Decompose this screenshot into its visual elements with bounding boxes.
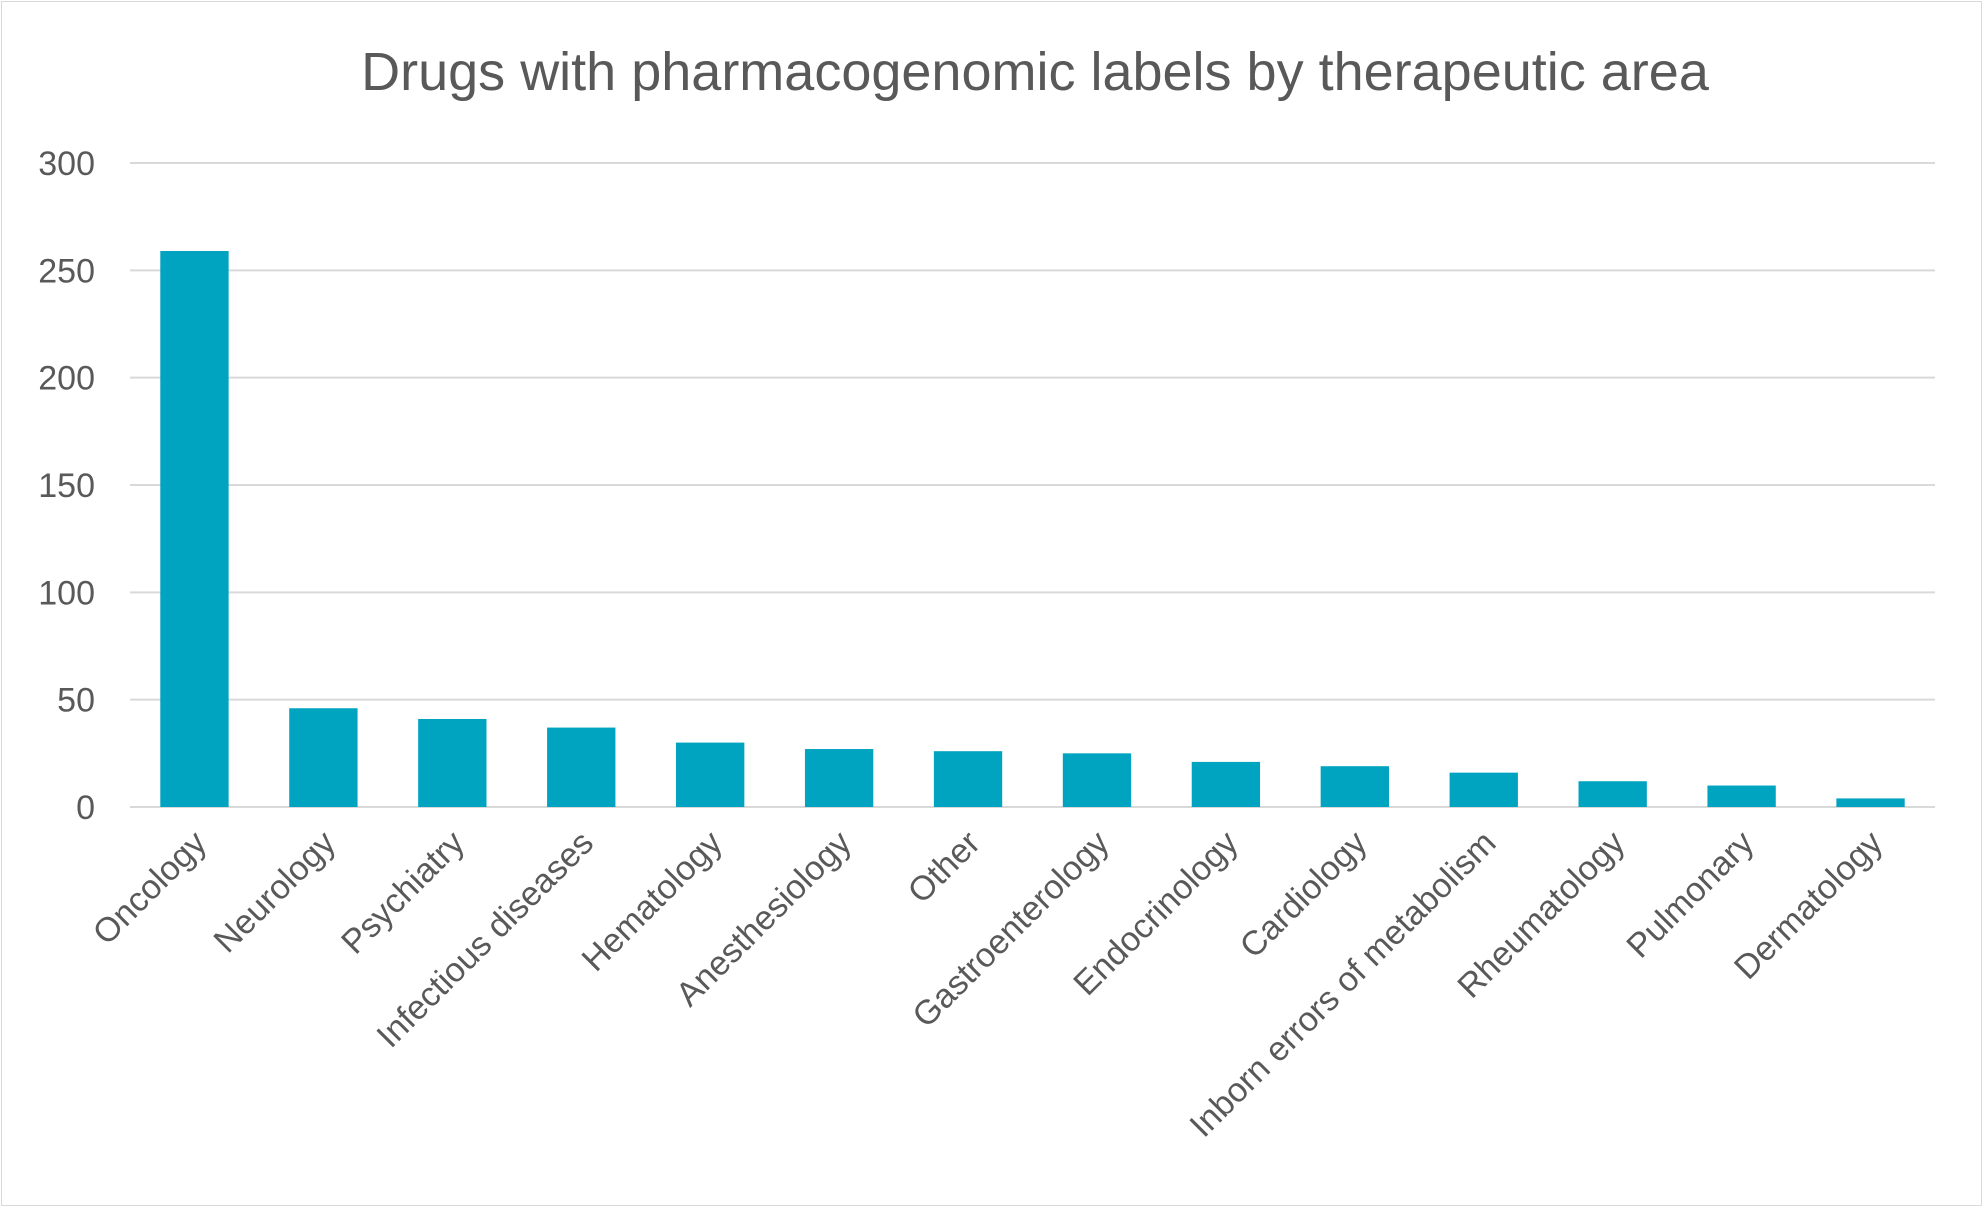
y-axis-ticks: 0 50 100 150 200 250 300 (38, 145, 95, 827)
y-tick-label: 150 (38, 467, 95, 505)
y-tick-label: 0 (76, 789, 95, 827)
bar-rheumatology (1578, 781, 1647, 807)
bar-inborn-errors-of-metabolism (1449, 772, 1518, 807)
x-tick-label: Oncology (86, 824, 214, 952)
y-tick-label: 250 (38, 252, 95, 290)
bars (160, 251, 1905, 808)
y-tick-label: 200 (38, 360, 95, 398)
chart-title: Drugs with pharmacogenomic labels by the… (361, 42, 1710, 102)
bar-dermatology (1836, 798, 1905, 807)
bar-infectious-diseases (547, 727, 616, 807)
bar-anesthesiology (804, 749, 874, 807)
bar-psychiatry (418, 718, 487, 807)
y-tick-label: 300 (38, 145, 95, 183)
bar-gastroenterology (1062, 753, 1132, 807)
bar-oncology (160, 251, 229, 808)
y-tick-label: 100 (38, 574, 95, 612)
bar-cardiology (1320, 766, 1389, 807)
x-tick-label: Cardiology (1233, 824, 1375, 966)
bar-endocrinology (1191, 761, 1261, 807)
x-tick-label: Psychiatry (334, 824, 472, 962)
x-tick-label: Infectious diseases (370, 824, 601, 1055)
bar-neurology (289, 708, 358, 807)
y-tick-label: 50 (57, 682, 95, 720)
bar-hematology (676, 742, 745, 807)
x-tick-label: Neurology (207, 824, 343, 960)
gridlines (130, 162, 1935, 808)
x-tick-label: Other (901, 824, 988, 911)
bar-pulmonary (1707, 785, 1776, 807)
x-tick-label: Pulmonary (1619, 824, 1761, 966)
bar-other (933, 751, 1003, 807)
